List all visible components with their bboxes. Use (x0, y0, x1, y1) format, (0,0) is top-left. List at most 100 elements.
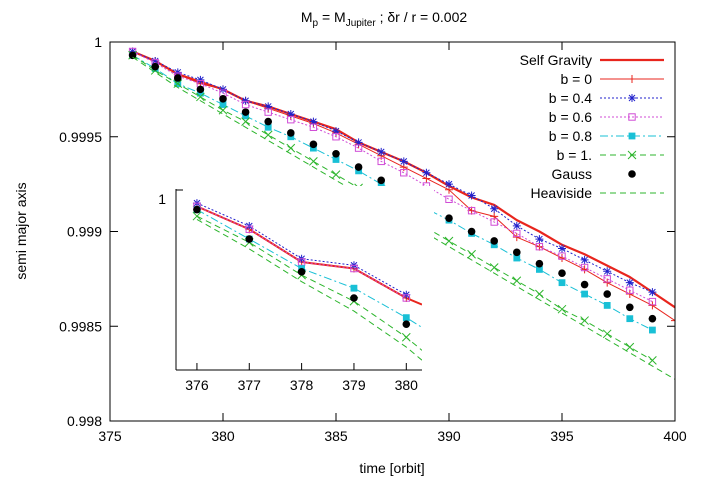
y-tick-label: 0.9985 (59, 318, 102, 334)
main-point-b-0-4 (490, 204, 499, 213)
main-point-b-0-4 (648, 288, 657, 297)
legend-label: b = 0.8 (549, 128, 592, 144)
legend-swatch-marker (628, 170, 636, 178)
chart-legend: Self Gravity b = 0 b = 0.4 b = 0.6 b = 0.8 b … (520, 52, 664, 201)
main-point-gauss (287, 129, 295, 137)
main-point-b-0-6 (513, 229, 521, 238)
main-point-b-1 (331, 170, 341, 180)
inset-y-tick-label: 1 (158, 191, 166, 207)
main-point-b-0-4 (580, 255, 589, 264)
main-line-b-0-4 (132, 51, 653, 293)
main-point-b-1 (309, 157, 318, 166)
main-point-b-0-8 (219, 101, 227, 108)
main-point-b-0-6 (558, 252, 566, 260)
inset-x-tick-label: 377 (238, 377, 262, 393)
main-point-b-0-4 (173, 68, 182, 77)
main-axis-ticks: 375 380 385 390 395 400 0.998 0.9985 0.999 0.9995… (59, 34, 687, 444)
main-point-b-0-6 (377, 157, 385, 166)
main-point-b-0-4 (603, 267, 612, 276)
main-point-b-0-8 (513, 254, 521, 262)
main-point-gauss (264, 117, 273, 126)
main-point-gauss (309, 140, 318, 149)
main-point-b-0 (467, 206, 476, 215)
y-tick-label: 0.998 (67, 413, 102, 429)
main-point-b-0-4 (512, 221, 521, 230)
inset-point-b-0-8 (350, 284, 358, 292)
main-point-b-1 (489, 263, 499, 272)
legend-swatch-marker (628, 75, 636, 83)
y-tick-label: 0.9995 (59, 129, 102, 145)
inset-x-tick-label: 379 (342, 377, 366, 393)
legend-entry-b-1: b = 1. (557, 147, 664, 163)
legend-entry-gauss: Gauss (552, 166, 636, 182)
main-point-b-0-4 (286, 110, 295, 119)
main-point-b-0 (671, 316, 675, 325)
legend-swatch-marker (628, 113, 636, 121)
main-point-b-0-4 (445, 180, 453, 189)
x-tick-label: 385 (324, 428, 348, 444)
main-point-b-0-4 (332, 127, 340, 136)
legend-swatch-marker (628, 132, 636, 140)
x-tick-label: 380 (211, 428, 235, 444)
main-point-gauss (490, 237, 499, 245)
main-point-b-1 (241, 117, 250, 126)
main-point-b-0-4 (422, 168, 431, 177)
legend-label: b = 0.6 (549, 109, 592, 125)
main-point-b-0-8 (264, 123, 272, 131)
main-point-b-0-4 (241, 96, 250, 105)
inset-point-b-1 (192, 211, 202, 221)
inset-point-gauss (402, 320, 411, 328)
legend-entry-heaviside: Heaviside (531, 185, 664, 201)
legend-entry-self-gravity: Self Gravity (520, 52, 664, 68)
inset-series-group (192, 199, 422, 361)
main-point-b-0-4 (354, 138, 363, 147)
inset-point-b-1 (401, 332, 411, 342)
inset-x-tick-label: 378 (290, 377, 314, 393)
main-point-b-0-6 (626, 286, 634, 294)
main-point-gauss (535, 259, 544, 268)
legend-label: b = 0.4 (549, 90, 592, 106)
main-point-b-0-4 (625, 278, 634, 287)
main-point-b-0-4 (558, 244, 566, 253)
y-tick-label: 1 (94, 34, 102, 50)
main-point-gauss (580, 280, 589, 289)
legend-label: b = 1. (557, 147, 592, 163)
inset-series-gauss (193, 205, 411, 328)
main-point-b-1 (467, 249, 476, 259)
main-point-b-0-6 (354, 144, 363, 152)
main-point-b-0 (648, 301, 657, 310)
main-point-gauss (174, 74, 182, 82)
main-point-b-0-6 (580, 263, 589, 272)
inset-line-heaviside (196, 219, 422, 361)
main-point-b-1 (286, 143, 296, 153)
inset-background (170, 186, 434, 396)
main-point-gauss (377, 176, 386, 185)
main-point-b-1 (196, 92, 205, 102)
main-point-b-0-8 (558, 279, 566, 287)
main-point-b-0-4 (151, 56, 160, 65)
main-point-b-0-6 (332, 133, 340, 141)
inset-point-b-0-6 (350, 264, 358, 273)
x-tick-label: 395 (550, 428, 574, 444)
main-point-b-0-4 (377, 147, 386, 156)
legend-swatch-marker (628, 94, 636, 102)
main-point-b-1 (580, 316, 589, 325)
main-point-gauss (513, 248, 521, 257)
main-point-gauss (354, 163, 363, 171)
main-line-b-0-6 (132, 51, 653, 303)
legend-entry-b-0-8: b = 0.8 (549, 128, 664, 144)
legend-label: Gauss (552, 166, 592, 182)
main-point-b-1 (602, 329, 612, 339)
main-point-gauss (558, 269, 566, 277)
main-point-b-0-4 (219, 85, 227, 94)
legend-entry-b-0-6: b = 0.6 (549, 109, 664, 125)
inset-point-gauss (297, 268, 306, 276)
inset-series-heaviside (196, 219, 422, 361)
main-point-b-0-4 (264, 102, 273, 111)
y-tick-label: 0.999 (67, 224, 102, 240)
x-tick-label: 375 (98, 428, 122, 444)
main-point-gauss (626, 303, 634, 312)
main-point-gauss (467, 227, 476, 236)
main-point-b-1 (173, 79, 183, 89)
